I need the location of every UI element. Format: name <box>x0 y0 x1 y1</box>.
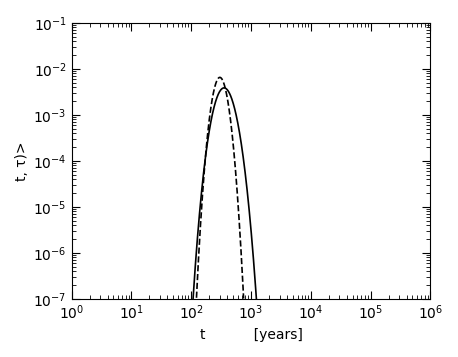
Y-axis label: t, τ)>: t, τ)> <box>15 141 28 181</box>
X-axis label: t           [years]: t [years] <box>200 328 302 342</box>
